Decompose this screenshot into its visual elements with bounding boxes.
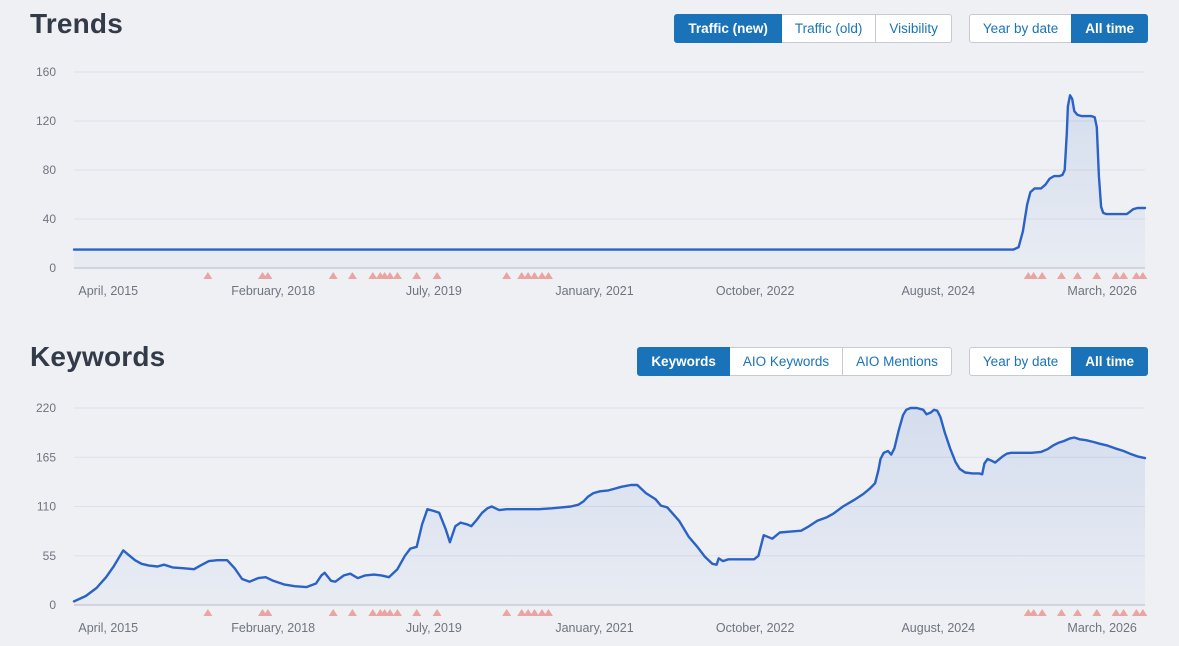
keywords-controls: Keywords AIO Keywords AIO Mentions Year …	[637, 347, 1148, 376]
y-axis-tick-label: 160	[36, 65, 56, 79]
series-area-fill	[74, 408, 1145, 605]
trends-range-toggle: Year by date All time	[968, 14, 1148, 43]
y-axis-tick-label: 110	[37, 500, 56, 514]
event-marker-icon[interactable]	[1073, 272, 1083, 279]
event-marker-icon[interactable]	[517, 609, 527, 616]
event-marker-icon[interactable]	[368, 272, 378, 279]
event-marker-icon[interactable]	[1119, 272, 1129, 279]
event-marker-icon[interactable]	[1037, 272, 1047, 279]
event-marker-icon[interactable]	[1029, 609, 1039, 616]
event-marker-icon[interactable]	[537, 609, 547, 616]
tab-visibility[interactable]: Visibility	[875, 14, 952, 43]
event-marker-icon[interactable]	[543, 609, 553, 616]
x-axis-tick-label: August, 2024	[901, 621, 975, 635]
series-line[interactable]	[72, 406, 1147, 603]
event-marker-icon[interactable]	[203, 272, 213, 279]
y-axis-tick-label: 80	[43, 163, 57, 177]
keywords-range-toggle: Year by date All time	[968, 347, 1148, 376]
event-marker-icon[interactable]	[523, 609, 533, 616]
event-marker-icon[interactable]	[543, 272, 553, 279]
x-axis-tick-label: July, 2019	[406, 284, 462, 298]
event-marker-icon[interactable]	[263, 272, 273, 279]
y-axis-tick-label: 40	[43, 212, 57, 226]
tab-keywords-all-time[interactable]: All time	[1071, 347, 1148, 376]
x-axis-tick-label: January, 2021	[555, 621, 633, 635]
event-marker-icon[interactable]	[502, 272, 512, 279]
keywords-chart-svg: 0 55 110 165 220 April, 2015 February, 2018 Jul…	[36, 401, 1148, 635]
trends-line-chart[interactable]: 0 40 80 120 160 April, 2015 February, 2018 July…	[0, 55, 1179, 305]
event-marker-icon[interactable]	[502, 609, 512, 616]
event-marker-icon[interactable]	[1111, 609, 1121, 616]
tab-keywords[interactable]: Keywords	[637, 347, 730, 376]
x-axis-tick-label: July, 2019	[406, 621, 462, 635]
event-marker-icon[interactable]	[1092, 609, 1102, 616]
event-marker-icon[interactable]	[517, 272, 527, 279]
tab-trends-all-time[interactable]: All time	[1071, 14, 1148, 43]
event-marker-icon[interactable]	[1131, 609, 1141, 616]
x-axis-tick-label: October, 2022	[716, 621, 795, 635]
x-axis-tick-label: August, 2024	[901, 284, 975, 298]
tab-traffic-new[interactable]: Traffic (new)	[674, 14, 782, 43]
x-axis-tick-label: February, 2018	[231, 621, 315, 635]
x-axis-tick-label: October, 2022	[716, 284, 795, 298]
event-marker-icon[interactable]	[1056, 609, 1066, 616]
x-axis-tick-label: March, 2026	[1067, 284, 1137, 298]
event-marker-icon[interactable]	[1138, 609, 1148, 616]
x-axis-tick-label: February, 2018	[231, 284, 315, 298]
x-axis-tick-label: April, 2015	[78, 284, 138, 298]
keywords-metric-toggle: Keywords AIO Keywords AIO Mentions	[637, 347, 952, 376]
event-marker-icon[interactable]	[347, 272, 357, 279]
keywords-section-title: Keywords	[30, 341, 166, 372]
tab-keywords-year-by-date[interactable]: Year by date	[968, 347, 1073, 376]
event-marker-icon[interactable]	[432, 609, 442, 616]
event-marker-icon[interactable]	[328, 609, 338, 616]
event-marker-icon[interactable]	[392, 609, 402, 616]
event-marker-icon[interactable]	[1092, 272, 1102, 279]
event-marker-icon[interactable]	[263, 609, 273, 616]
series-line[interactable]	[72, 94, 1147, 251]
event-marker-icon[interactable]	[368, 609, 378, 616]
event-marker-icon[interactable]	[1138, 272, 1148, 279]
event-marker-icon[interactable]	[537, 272, 547, 279]
x-axis-tick-label: January, 2021	[555, 284, 633, 298]
tab-aio-mentions[interactable]: AIO Mentions	[842, 347, 952, 376]
event-marker-icon[interactable]	[530, 609, 540, 616]
event-marker-icon[interactable]	[347, 609, 357, 616]
y-axis-tick-label: 55	[43, 549, 57, 563]
y-axis-tick-label: 0	[49, 598, 56, 612]
event-marker-icon[interactable]	[328, 272, 338, 279]
trends-chart-svg: 0 40 80 120 160 April, 2015 February, 2018 July…	[36, 65, 1148, 298]
event-marker-icon[interactable]	[523, 272, 533, 279]
event-marker-icon[interactable]	[412, 272, 422, 279]
event-marker-icon[interactable]	[1056, 272, 1066, 279]
y-axis-tick-label: 120	[36, 114, 56, 128]
x-axis-tick-label: April, 2015	[78, 621, 138, 635]
event-marker-icon[interactable]	[203, 609, 213, 616]
x-axis-tick-label: March, 2026	[1067, 621, 1137, 635]
tab-trends-year-by-date[interactable]: Year by date	[968, 14, 1073, 43]
event-marker-icon[interactable]	[385, 272, 395, 279]
event-marker-icon[interactable]	[432, 272, 442, 279]
event-marker-icon[interactable]	[392, 272, 402, 279]
event-marker-icon[interactable]	[385, 609, 395, 616]
event-marker-icon[interactable]	[530, 272, 540, 279]
tab-aio-keywords[interactable]: AIO Keywords	[728, 347, 844, 376]
event-marker-icon[interactable]	[1073, 609, 1083, 616]
trends-controls: Traffic (new) Traffic (old) Visibility Y…	[674, 14, 1148, 43]
y-axis-tick-label: 220	[36, 401, 56, 415]
event-marker-icon[interactable]	[1111, 272, 1121, 279]
tab-traffic-old[interactable]: Traffic (old)	[780, 14, 877, 43]
event-marker-icon[interactable]	[1029, 272, 1039, 279]
y-axis-tick-label: 165	[36, 450, 56, 464]
keywords-line-chart[interactable]: 0 55 110 165 220 April, 2015 February, 2018 Jul…	[0, 390, 1179, 646]
event-marker-icon[interactable]	[412, 609, 422, 616]
trends-section-title: Trends	[30, 8, 124, 39]
event-marker-icon[interactable]	[1037, 609, 1047, 616]
event-marker-icon[interactable]	[1119, 609, 1129, 616]
event-marker-icon[interactable]	[1131, 272, 1141, 279]
trends-metric-toggle: Traffic (new) Traffic (old) Visibility	[674, 14, 952, 43]
y-axis-tick-label: 0	[49, 261, 56, 275]
